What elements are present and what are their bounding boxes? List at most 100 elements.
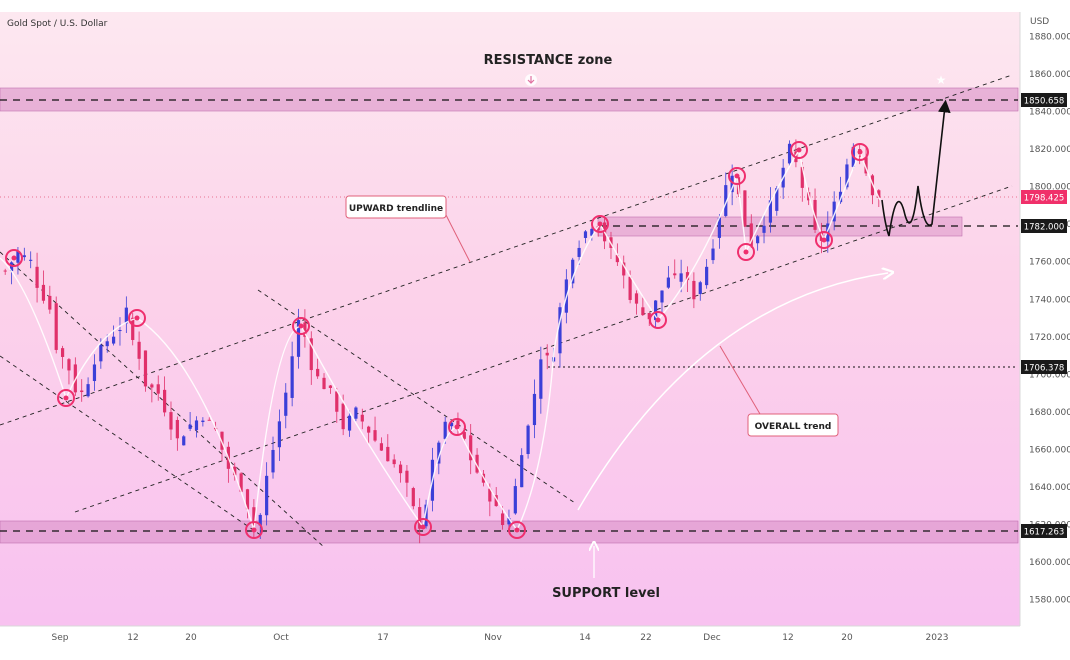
candle-body <box>577 247 581 257</box>
down-channel-1-bottom[interactable] <box>0 355 263 537</box>
price-tag-current: 1798.425 <box>1021 190 1067 204</box>
candle-body <box>462 432 466 439</box>
candle-body <box>475 454 479 473</box>
candle-body <box>749 223 753 247</box>
svg-text:1798.425: 1798.425 <box>1024 194 1065 204</box>
pivot-circle <box>737 243 755 261</box>
candle-body <box>558 307 562 354</box>
pivot-dot <box>11 255 17 261</box>
svg-text:1706.378: 1706.378 <box>1024 364 1065 374</box>
pivot-dot <box>821 237 827 243</box>
pivot-circle <box>292 317 310 335</box>
price-tick-label: 1740.000 <box>1029 295 1070 305</box>
upward-channel-top[interactable] <box>0 74 1013 426</box>
candle-body <box>685 272 690 281</box>
candle-body <box>309 338 313 371</box>
pivot-dot <box>134 315 140 321</box>
candle-body <box>418 507 422 529</box>
time-tick-label: Nov <box>484 633 502 643</box>
candle-body <box>143 350 148 387</box>
candle-body <box>762 225 766 233</box>
candle-body <box>698 282 702 295</box>
overall-trend-arrow <box>577 273 888 511</box>
candle-body <box>41 284 46 301</box>
price-tick-label: 1640.000 <box>1029 483 1070 493</box>
pivot-dot <box>796 147 802 153</box>
pivot-markers <box>5 141 869 539</box>
pivot-dot <box>734 173 740 179</box>
candle-body <box>654 300 658 321</box>
candle-body <box>405 470 409 483</box>
candle-body <box>22 255 26 258</box>
candle-body <box>296 320 301 357</box>
arrow-down-circle-icon[interactable] <box>525 74 537 86</box>
pivot-circle <box>790 141 808 159</box>
pivot-circle <box>245 521 263 539</box>
candle-body <box>673 273 677 276</box>
price-tick-label: 1820.000 <box>1029 145 1070 155</box>
time-tick-label: Sep <box>52 633 69 643</box>
pivot-circle <box>649 311 667 329</box>
time-tick-label: 12 <box>782 633 793 643</box>
price-axis-panel <box>1020 0 1070 660</box>
time-tick-label: Dec <box>703 633 720 643</box>
candle-body <box>163 389 167 413</box>
price-tick-label: 1680.000 <box>1029 408 1070 418</box>
price-tick-label: 1800.000 <box>1029 183 1070 193</box>
price-tag-mid: 1706.378 <box>1021 360 1067 374</box>
candle-body <box>590 228 594 236</box>
candle-body <box>354 407 358 419</box>
candle-body <box>520 455 524 488</box>
candle-body <box>9 262 14 272</box>
pivot-dot <box>298 323 304 329</box>
candle-body <box>526 425 530 455</box>
candle-body <box>392 459 396 465</box>
time-tick-label: Oct <box>273 633 289 643</box>
candle-body <box>207 419 211 421</box>
upward-trendline-callout: UPWARD trendline <box>345 195 447 219</box>
candle-body <box>379 443 384 451</box>
pivot-dot <box>743 249 749 255</box>
candle-body <box>583 231 588 238</box>
candle-body <box>877 190 881 198</box>
candle-body <box>335 391 339 412</box>
price-tick-label: 1600.000 <box>1029 558 1070 568</box>
candle-body <box>3 270 7 272</box>
pivot-circle <box>508 521 526 539</box>
candle-body <box>768 200 773 223</box>
pivot-dot <box>454 424 460 430</box>
time-tick-label: 12 <box>127 633 138 643</box>
candle-body <box>347 415 352 431</box>
candle-body <box>99 344 103 362</box>
down-channel-1-top[interactable] <box>0 251 326 549</box>
time-tick-label: 2023 <box>926 633 949 643</box>
candle-body <box>194 420 199 431</box>
price-tick-label: 1660.000 <box>1029 445 1070 455</box>
candle-body <box>360 414 364 422</box>
resistance-zone-label: RESISTANCE zone <box>484 53 613 68</box>
candle-body <box>622 262 626 276</box>
price-tick-label: 1880.000 <box>1029 32 1070 42</box>
candle-body <box>449 422 454 427</box>
candle-body <box>717 217 721 238</box>
upward-channel-bottom[interactable] <box>74 185 1013 513</box>
candle-body <box>532 393 537 426</box>
pivot-circle <box>851 143 869 161</box>
candle-body <box>48 295 52 310</box>
price-tick-label: 1860.000 <box>1029 70 1070 80</box>
time-axis-ticks: Sep 12 20 Oct 17 Nov 14 22 Dec 12 20 2023 <box>52 633 949 643</box>
star-icon[interactable]: ★ <box>936 73 947 87</box>
candle-body <box>488 488 492 502</box>
pivot-dot <box>857 149 863 155</box>
candle-body <box>386 446 390 462</box>
candle-body <box>571 259 575 284</box>
candle-body <box>80 390 84 393</box>
candle-body <box>328 385 333 388</box>
candle-body <box>545 352 549 356</box>
candle-body <box>60 348 65 357</box>
candle-body <box>16 251 20 263</box>
candle-body <box>169 412 173 430</box>
price-tag-zone: 1782.000 <box>1021 219 1067 233</box>
time-tick-label: 20 <box>841 633 853 643</box>
